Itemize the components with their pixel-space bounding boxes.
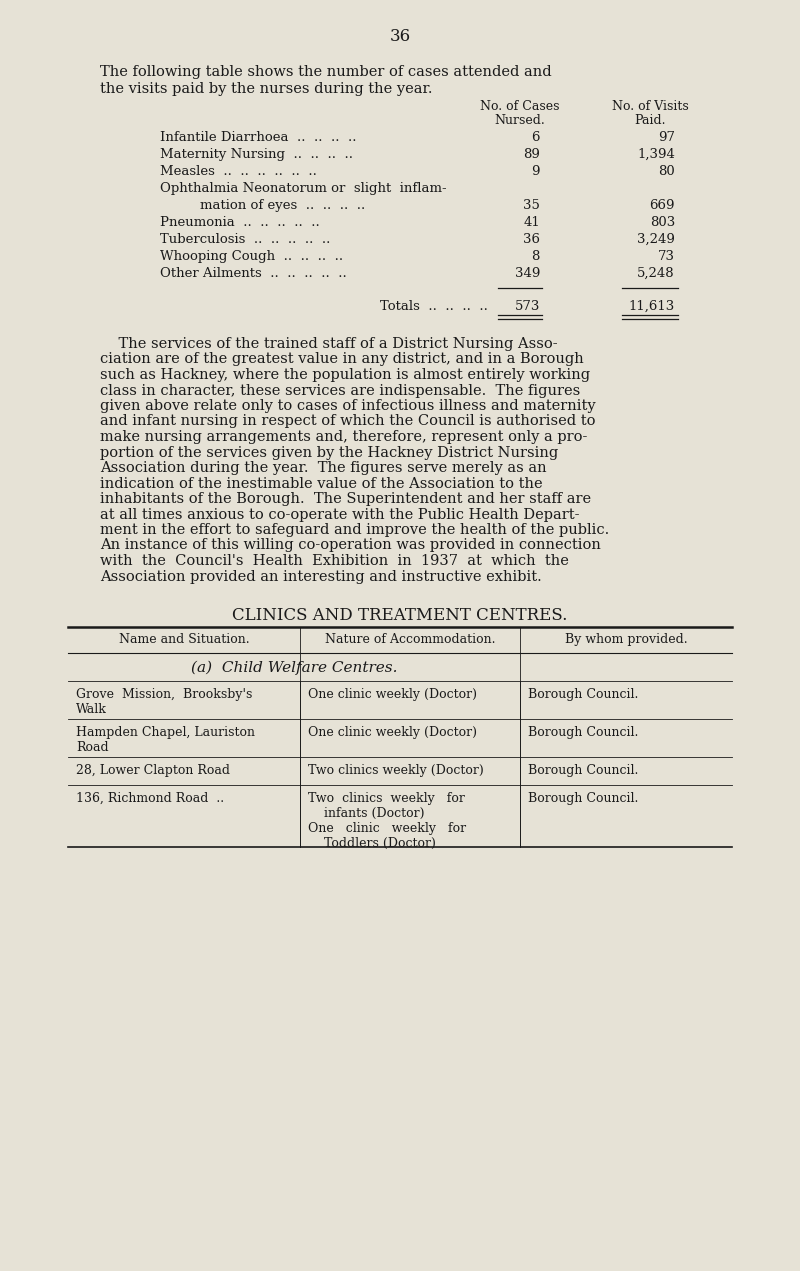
Text: and infant nursing in respect of which the Council is authorised to: and infant nursing in respect of which t… bbox=[100, 414, 595, 428]
Text: One clinic weekly (Doctor): One clinic weekly (Doctor) bbox=[308, 726, 477, 738]
Text: Nursed.: Nursed. bbox=[494, 114, 546, 127]
Text: class in character, these services are indispensable.  The figures: class in character, these services are i… bbox=[100, 384, 580, 398]
Text: 9: 9 bbox=[531, 165, 540, 178]
Text: infants (Doctor): infants (Doctor) bbox=[308, 807, 425, 820]
Text: ment in the effort to safeguard and improve the health of the public.: ment in the effort to safeguard and impr… bbox=[100, 522, 610, 538]
Text: Ophthalmia Neonatorum or  slight  inflam-: Ophthalmia Neonatorum or slight inflam- bbox=[160, 182, 446, 194]
Text: portion of the services given by the Hackney District Nursing: portion of the services given by the Hac… bbox=[100, 446, 558, 460]
Text: One clinic weekly (Doctor): One clinic weekly (Doctor) bbox=[308, 688, 477, 702]
Text: Maternity Nursing  ..  ..  ..  ..: Maternity Nursing .. .. .. .. bbox=[160, 147, 353, 161]
Text: 8: 8 bbox=[532, 250, 540, 263]
Text: ciation are of the greatest value in any district, and in a Borough: ciation are of the greatest value in any… bbox=[100, 352, 584, 366]
Text: Road: Road bbox=[76, 741, 109, 754]
Text: Hampden Chapel, Lauriston: Hampden Chapel, Lauriston bbox=[76, 726, 255, 738]
Text: Whooping Cough  ..  ..  ..  ..: Whooping Cough .. .. .. .. bbox=[160, 250, 343, 263]
Text: Infantile Diarrhoea  ..  ..  ..  ..: Infantile Diarrhoea .. .. .. .. bbox=[160, 131, 357, 144]
Text: Two  clinics  weekly   for: Two clinics weekly for bbox=[308, 792, 465, 805]
Text: Association provided an interesting and instructive exhibit.: Association provided an interesting and … bbox=[100, 569, 542, 583]
Text: No. of Cases: No. of Cases bbox=[480, 100, 560, 113]
Text: at all times anxious to co-operate with the Public Health Depart-: at all times anxious to co-operate with … bbox=[100, 507, 579, 521]
Text: 3,249: 3,249 bbox=[637, 233, 675, 247]
Text: indication of the inestimable value of the Association to the: indication of the inestimable value of t… bbox=[100, 477, 542, 491]
Text: 11,613: 11,613 bbox=[629, 300, 675, 313]
Text: 97: 97 bbox=[658, 131, 675, 144]
Text: 803: 803 bbox=[650, 216, 675, 229]
Text: One   clinic   weekly   for: One clinic weekly for bbox=[308, 822, 466, 835]
Text: 1,394: 1,394 bbox=[637, 147, 675, 161]
Text: CLINICS AND TREATMENT CENTRES.: CLINICS AND TREATMENT CENTRES. bbox=[232, 608, 568, 624]
Text: Totals  ..  ..  ..  ..: Totals .. .. .. .. bbox=[380, 300, 488, 313]
Text: Pneumonia  ..  ..  ..  ..  ..: Pneumonia .. .. .. .. .. bbox=[160, 216, 320, 229]
Text: mation of eyes  ..  ..  ..  ..: mation of eyes .. .. .. .. bbox=[200, 200, 366, 212]
Text: 573: 573 bbox=[514, 300, 540, 313]
Text: Nature of Accommodation.: Nature of Accommodation. bbox=[325, 633, 495, 646]
Text: 89: 89 bbox=[523, 147, 540, 161]
Text: Borough Council.: Borough Council. bbox=[528, 688, 638, 702]
Text: 136, Richmond Road  ..: 136, Richmond Road .. bbox=[76, 792, 224, 805]
Text: such as Hackney, where the population is almost entirely working: such as Hackney, where the population is… bbox=[100, 369, 590, 383]
Text: 5,248: 5,248 bbox=[638, 267, 675, 280]
Text: 80: 80 bbox=[658, 165, 675, 178]
Text: Grove  Mission,  Brooksby's: Grove Mission, Brooksby's bbox=[76, 688, 252, 702]
Text: 36: 36 bbox=[390, 28, 410, 44]
Text: No. of Visits: No. of Visits bbox=[612, 100, 688, 113]
Text: 73: 73 bbox=[658, 250, 675, 263]
Text: Name and Situation.: Name and Situation. bbox=[118, 633, 250, 646]
Text: 36: 36 bbox=[523, 233, 540, 247]
Text: Other Ailments  ..  ..  ..  ..  ..: Other Ailments .. .. .. .. .. bbox=[160, 267, 346, 280]
Text: the visits paid by the nurses during the year.: the visits paid by the nurses during the… bbox=[100, 83, 433, 97]
Text: Borough Council.: Borough Council. bbox=[528, 726, 638, 738]
Text: The following table shows the number of cases attended and: The following table shows the number of … bbox=[100, 65, 552, 79]
Text: An instance of this willing co-operation was provided in connection: An instance of this willing co-operation… bbox=[100, 539, 601, 553]
Text: Toddlers (Doctor): Toddlers (Doctor) bbox=[308, 838, 436, 850]
Text: Measles  ..  ..  ..  ..  ..  ..: Measles .. .. .. .. .. .. bbox=[160, 165, 317, 178]
Text: given above relate only to cases of infectious illness and maternity: given above relate only to cases of infe… bbox=[100, 399, 596, 413]
Text: inhabitants of the Borough.  The Superintendent and her staff are: inhabitants of the Borough. The Superint… bbox=[100, 492, 591, 506]
Text: 35: 35 bbox=[523, 200, 540, 212]
Text: make nursing arrangements and, therefore, represent only a pro-: make nursing arrangements and, therefore… bbox=[100, 430, 587, 444]
Text: Borough Council.: Borough Council. bbox=[528, 792, 638, 805]
Text: 669: 669 bbox=[650, 200, 675, 212]
Text: The services of the trained staff of a District Nursing Asso-: The services of the trained staff of a D… bbox=[100, 337, 558, 351]
Text: 28, Lower Clapton Road: 28, Lower Clapton Road bbox=[76, 764, 230, 777]
Text: By whom provided.: By whom provided. bbox=[565, 633, 687, 646]
Text: 6: 6 bbox=[531, 131, 540, 144]
Text: Walk: Walk bbox=[76, 703, 107, 716]
Text: (a)  Child Welfare Centres.: (a) Child Welfare Centres. bbox=[190, 661, 398, 675]
Text: 349: 349 bbox=[514, 267, 540, 280]
Text: Two clinics weekly (Doctor): Two clinics weekly (Doctor) bbox=[308, 764, 484, 777]
Text: Association during the year.  The figures serve merely as an: Association during the year. The figures… bbox=[100, 461, 546, 475]
Text: 41: 41 bbox=[523, 216, 540, 229]
Text: Borough Council.: Borough Council. bbox=[528, 764, 638, 777]
Text: Paid.: Paid. bbox=[634, 114, 666, 127]
Text: with  the  Council's  Health  Exhibition  in  1937  at  which  the: with the Council's Health Exhibition in … bbox=[100, 554, 569, 568]
Text: Tuberculosis  ..  ..  ..  ..  ..: Tuberculosis .. .. .. .. .. bbox=[160, 233, 330, 247]
